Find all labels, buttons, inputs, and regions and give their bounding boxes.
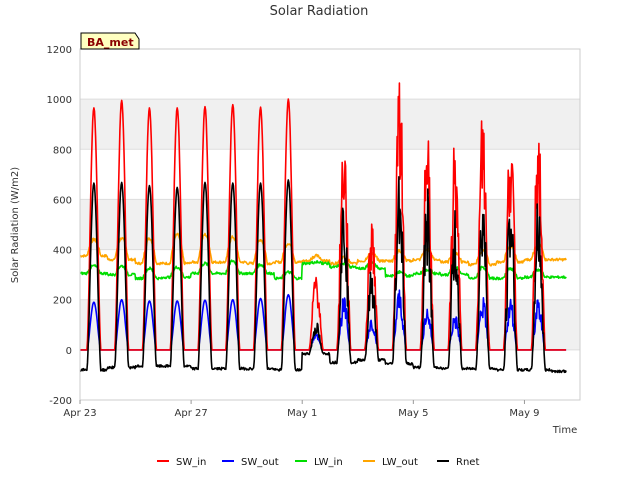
y-axis-label: Solar Radiation (W/m2) [10, 167, 21, 283]
plot-background [80, 49, 580, 400]
legend: SW_in SW_out LW_in LW_out Rnet [157, 457, 479, 468]
legend-label-sw-in: SW_in [176, 457, 206, 468]
x-axis-label: Time [552, 425, 577, 436]
grid-band [80, 299, 580, 350]
site-badge-box [80, 32, 140, 50]
legend-label-lw-out: LW_out [382, 457, 418, 468]
y-tick-label: 0 [66, 346, 72, 357]
legend-label-lw-in: LW_in [314, 457, 343, 468]
series-layer [79, 82, 567, 374]
series-line-rnet [79, 176, 567, 374]
y-axis-ticks: -200 0 200 400 600 800 1000 1200 [47, 45, 72, 407]
y-tick-label: 400 [53, 246, 72, 257]
axes [79, 48, 581, 401]
site-badge: BA_met [80, 32, 140, 50]
legend-label-sw-out: SW_out [241, 457, 279, 468]
plot-frame [79, 48, 581, 401]
x-tick-label: Apr 27 [175, 408, 208, 419]
series-line-lw-in [79, 259, 567, 281]
chart-title: Solar Radiation [270, 4, 369, 19]
x-axis-ticks: Apr 23 Apr 27 May 1 May 5 May 9 [63, 400, 540, 419]
grid-band [80, 99, 580, 150]
x-tick-label: May 1 [287, 408, 317, 419]
y-tick-label: 800 [53, 145, 72, 156]
legend-label-rnet: Rnet [456, 457, 479, 468]
series-line-sw-in [79, 82, 567, 351]
y-tick-label: 200 [53, 296, 72, 307]
y-tick-label: 1000 [47, 95, 72, 106]
y-tick-label: 600 [53, 195, 72, 206]
grid-band [80, 199, 580, 250]
site-badge-label: BA_met [87, 36, 134, 49]
x-tick-label: May 5 [398, 408, 428, 419]
x-tick-label: May 9 [509, 408, 539, 419]
y-tick-label: -200 [49, 396, 72, 407]
y-tick-label: 1200 [47, 45, 72, 56]
x-tick-label: Apr 23 [63, 408, 96, 419]
